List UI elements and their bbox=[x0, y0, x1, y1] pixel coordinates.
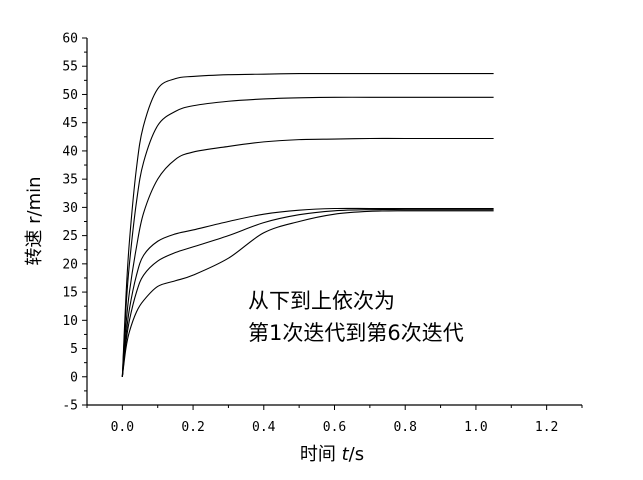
y-tick-label: 10 bbox=[62, 314, 78, 329]
x-tick-label: 0.6 bbox=[323, 420, 346, 435]
x-tick-label: 0.0 bbox=[111, 420, 134, 435]
y-tick-label: 55 bbox=[62, 60, 78, 75]
series-line-5 bbox=[121, 96, 494, 377]
x-axis-title-italic: t bbox=[342, 444, 350, 465]
series-line-1 bbox=[121, 210, 494, 377]
x-tick-label: 0.2 bbox=[181, 420, 204, 435]
y-tick-label: 60 bbox=[62, 32, 78, 47]
x-tick-label: 1.0 bbox=[464, 420, 487, 435]
y-tick-label: 50 bbox=[62, 88, 78, 103]
x-tick-label: 0.8 bbox=[393, 420, 416, 435]
y-tick-label: 45 bbox=[62, 116, 78, 131]
series-line-2 bbox=[121, 209, 494, 377]
y-tick-label: 25 bbox=[62, 229, 78, 244]
y-tick-label: 5 bbox=[70, 342, 78, 357]
y-tick-label: 15 bbox=[62, 286, 78, 301]
annotation-line-1: 从下到上依次为 bbox=[248, 289, 395, 313]
series-line-6 bbox=[121, 72, 494, 377]
annotation: 从下到上依次为 第1次迭代到第6次迭代 bbox=[248, 289, 464, 345]
axes: -5 0 5 10 15 20 25 30 35 40 45 50 55 60 0.0 0.2 0.4 0.6 0.… bbox=[62, 32, 583, 435]
series-line-3 bbox=[121, 207, 494, 377]
series-line-4 bbox=[121, 137, 494, 377]
y-axis-title: 转速 r/min bbox=[24, 176, 45, 265]
x-axis-title-prefix: 时间 bbox=[300, 444, 342, 465]
y-tick-label: 30 bbox=[62, 201, 78, 216]
y-tick-label: 20 bbox=[62, 257, 78, 272]
x-tick-label: 1.2 bbox=[535, 420, 558, 435]
x-axis-title: 时间 t/s bbox=[300, 444, 364, 465]
y-tick-label: 0 bbox=[70, 370, 78, 385]
annotation-line-2: 第1次迭代到第6次迭代 bbox=[248, 321, 464, 345]
series-lines bbox=[121, 72, 494, 377]
x-tick-label: 0.4 bbox=[252, 420, 276, 435]
y-tick-label: 35 bbox=[62, 173, 78, 188]
y-tick-label: 40 bbox=[62, 144, 78, 159]
y-tick-label: -5 bbox=[62, 399, 78, 414]
x-axis-title-suffix: /s bbox=[349, 444, 364, 465]
